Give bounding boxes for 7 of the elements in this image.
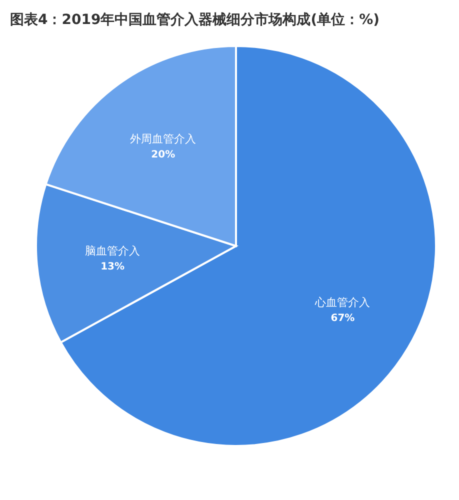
slice-label: 心血管介入	[314, 296, 370, 310]
data-label: 13%	[100, 262, 125, 273]
slice-label: 外周血管介入	[130, 132, 196, 146]
chart-title: 图表4：2019年中国血管介入器械细分市场构成(单位：%)	[10, 11, 380, 28]
slice-label: 脑血管介入	[85, 244, 140, 258]
data-label: 20%	[151, 150, 176, 161]
data-label: 67%	[330, 313, 355, 324]
